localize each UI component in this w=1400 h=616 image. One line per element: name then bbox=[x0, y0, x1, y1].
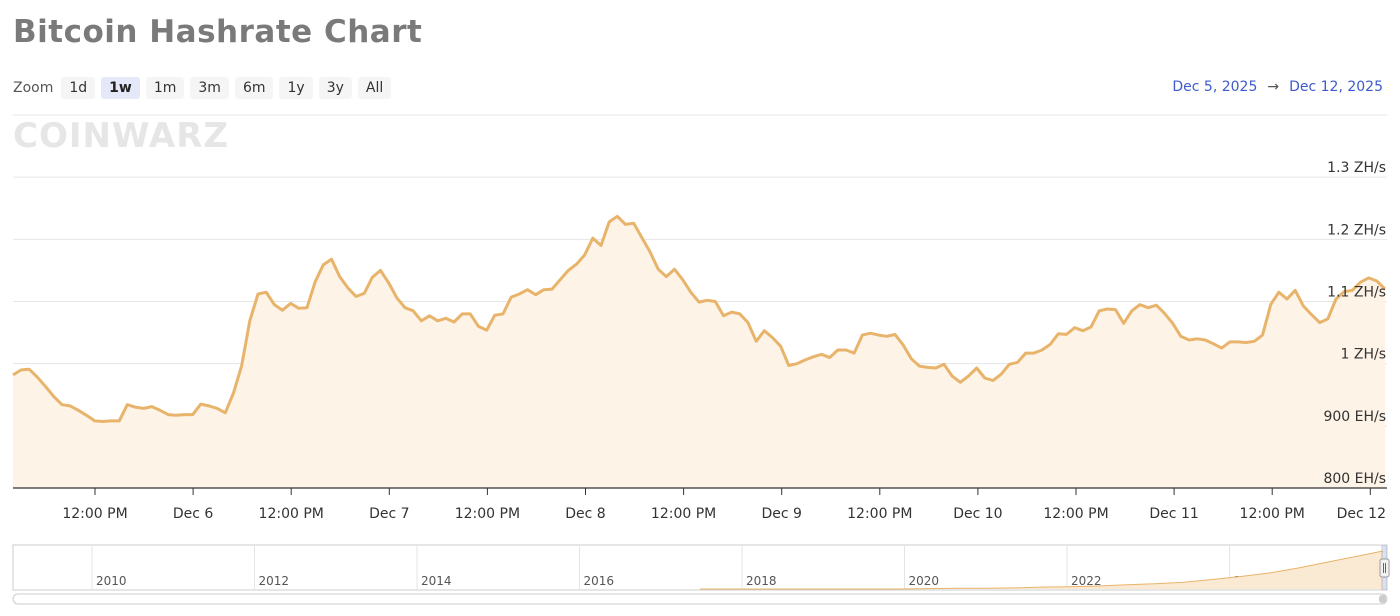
y-tick-label: 1.2 ZH/s bbox=[1327, 222, 1386, 238]
x-tick-label: Dec 6 bbox=[173, 506, 214, 522]
zoom-button-3m[interactable]: 3m bbox=[190, 77, 229, 99]
x-tick-label: Dec 11 bbox=[1149, 506, 1198, 522]
date-range: Dec 5, 2025 → Dec 12, 2025 bbox=[1172, 79, 1383, 95]
x-tick-label: 12:00 PM bbox=[847, 506, 912, 522]
x-axis: 12:00 PM Dec 6 12:00 PM Dec 7 12:00 PM Dec 8 1… bbox=[13, 487, 1387, 522]
zoom-bar: Zoom 1d 1w 1m 3m 6m 1y 3y All bbox=[13, 76, 392, 100]
y-tick-label: 900 EH/s bbox=[1323, 409, 1386, 425]
range-to-date[interactable]: Dec 12, 2025 bbox=[1289, 79, 1383, 95]
navigator-year-label: 2016 bbox=[584, 574, 615, 588]
navigator-year-label: 2010 bbox=[96, 574, 127, 588]
x-tick-label: Dec 7 bbox=[369, 506, 409, 522]
navigator-scrollbar[interactable] bbox=[12, 593, 1388, 605]
x-tick-label: 12:00 PM bbox=[455, 506, 520, 522]
navigator-year-label: 2020 bbox=[909, 574, 940, 588]
x-tick-label: 12:00 PM bbox=[1043, 506, 1108, 522]
navigator-year-label: 2014 bbox=[421, 574, 452, 588]
zoom-button-1d[interactable]: 1d bbox=[61, 77, 96, 99]
range-arrow-icon: → bbox=[1267, 79, 1280, 95]
x-tick-label: 12:00 PM bbox=[1240, 506, 1305, 522]
navigator-year-label: 2022 bbox=[1071, 574, 1102, 588]
y-axis-labels: 800 EH/s 900 EH/s 1 ZH/s 1.1 ZH/s 1.2 ZH/s 1.… bbox=[1323, 160, 1386, 487]
zoom-button-1w[interactable]: 1w bbox=[101, 77, 140, 99]
coinwarz-watermark: COINWARZ bbox=[13, 116, 229, 156]
x-tick-label: Dec 9 bbox=[761, 506, 801, 522]
zoom-button-3y[interactable]: 3y bbox=[318, 77, 352, 99]
x-tick-label: 12:00 PM bbox=[62, 506, 127, 522]
x-tick-label: 12:00 PM bbox=[651, 506, 716, 522]
y-tick-label: 1.1 ZH/s bbox=[1327, 285, 1386, 301]
hashrate-area bbox=[13, 216, 1385, 489]
navigator-area bbox=[700, 551, 1383, 589]
x-tick-label: Dec 12 bbox=[1337, 506, 1386, 522]
x-tick-label: Dec 8 bbox=[565, 506, 605, 522]
x-tick-label: Dec 10 bbox=[953, 506, 1002, 522]
navigator[interactable]: 20102012201420162018202020222024 bbox=[12, 544, 1390, 605]
range-from-date[interactable]: Dec 5, 2025 bbox=[1172, 79, 1258, 95]
zoom-button-all[interactable]: All bbox=[357, 77, 392, 99]
page-title: Bitcoin Hashrate Chart bbox=[13, 14, 423, 50]
y-tick-label: 1 ZH/s bbox=[1341, 347, 1387, 363]
navigator-line bbox=[700, 550, 1384, 590]
navigator-year-label: 2018 bbox=[746, 574, 777, 588]
navigator-frame bbox=[12, 544, 1388, 591]
zoom-label: Zoom bbox=[13, 80, 54, 96]
x-tick-label: 12:00 PM bbox=[259, 506, 324, 522]
navigator-handle[interactable] bbox=[1379, 558, 1390, 578]
zoom-button-6m[interactable]: 6m bbox=[234, 77, 274, 99]
hashrate-line bbox=[12, 214, 1387, 423]
zoom-button-1m[interactable]: 1m bbox=[145, 77, 185, 99]
zoom-button-1y[interactable]: 1y bbox=[279, 77, 313, 99]
navigator-year-label: 2012 bbox=[259, 574, 290, 588]
y-tick-label: 1.3 ZH/s bbox=[1327, 160, 1386, 176]
y-tick-label: 800 EH/s bbox=[1323, 471, 1386, 487]
navigator-scrollbar-thumb[interactable] bbox=[1379, 595, 1386, 603]
